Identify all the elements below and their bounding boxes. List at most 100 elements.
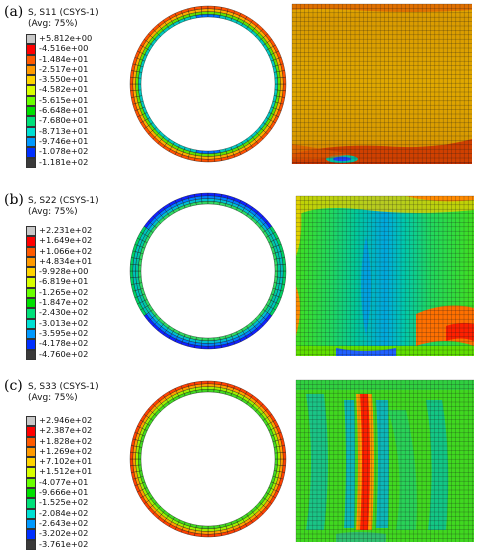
legend-swatch	[26, 349, 36, 360]
ring-element	[201, 389, 209, 393]
legend-swatch	[26, 116, 36, 127]
legend-swatch	[26, 416, 36, 427]
legend-value: -1.265e+02	[39, 286, 89, 297]
legend-value: -3.013e+02	[39, 317, 89, 328]
ring-element	[282, 83, 287, 91]
ring-element	[277, 270, 281, 278]
ring-element	[280, 452, 284, 460]
ring-element	[274, 270, 278, 278]
legend-swatch	[26, 446, 36, 458]
ring-element	[274, 77, 278, 85]
ring-element	[207, 383, 215, 387]
ring-element	[207, 531, 215, 535]
legend-value: -3.550e+01	[39, 74, 89, 85]
legend-value: +7.102e+01	[39, 456, 93, 467]
ring-element	[135, 77, 139, 85]
legend-avg: (Avg: 75%)	[28, 207, 78, 217]
ring-element	[207, 14, 215, 18]
ring-element	[138, 270, 142, 278]
legend-swatch	[26, 287, 36, 299]
legend-value: -2.430e+02	[39, 307, 89, 318]
legend-swatch	[26, 477, 36, 489]
ring-element	[201, 156, 209, 160]
ring-element	[207, 156, 215, 160]
ring-element	[207, 528, 215, 532]
legend-value: -2.084e+02	[39, 507, 89, 518]
legend-swatch	[26, 457, 36, 468]
legend-swatch	[26, 467, 36, 478]
ring-element	[132, 77, 136, 85]
ring-element	[280, 458, 284, 466]
legend-swatch	[26, 256, 36, 268]
legend-swatch	[26, 95, 36, 107]
legend-swatch	[26, 54, 36, 65]
ring-element	[201, 345, 209, 350]
ring-element	[277, 77, 281, 85]
mesh-grid	[295, 195, 474, 356]
ring-element	[207, 389, 215, 393]
ring-element	[207, 525, 215, 529]
ring-element	[201, 528, 209, 532]
legend-title: S, S22 (CSYS-1)	[28, 196, 99, 206]
pipe-wall-contour	[295, 195, 474, 356]
legend-value: -4.582e+01	[39, 84, 89, 95]
ring-element	[129, 458, 134, 466]
ring-element	[129, 264, 134, 272]
legend-value: -2.643e+02	[39, 517, 89, 528]
ring-element	[280, 270, 284, 278]
mesh-lines	[295, 195, 474, 356]
legend-swatch	[26, 426, 36, 437]
legend-value: +2.231e+02	[39, 225, 93, 235]
ring-element	[201, 153, 209, 157]
ring-element	[201, 380, 209, 385]
ring-element	[282, 452, 287, 460]
legend-swatch	[26, 298, 36, 309]
legend-swatch	[26, 34, 36, 45]
legend-value: -8.713e+01	[39, 125, 89, 136]
legend-value: -4.516e+00	[39, 43, 89, 54]
ring-element	[282, 264, 287, 272]
ring-element	[132, 452, 136, 460]
legend-value: +5.812e+00	[39, 33, 93, 43]
legend-value: -3.761e+02	[39, 538, 89, 549]
ring-element	[207, 340, 215, 344]
ring-mesh	[129, 5, 287, 163]
legend-value: -1.525e+02	[39, 497, 89, 508]
ring-element	[207, 345, 215, 350]
legend-swatch	[26, 328, 36, 340]
legend-value: -1.847e+02	[39, 297, 89, 308]
legend-value: -9.746e+01	[39, 135, 89, 146]
ring-element	[207, 11, 215, 15]
ring-element	[132, 83, 136, 91]
legend-value: -1.078e+02	[39, 146, 89, 157]
ring-element	[207, 201, 215, 205]
ring-element	[201, 525, 209, 529]
ring-element	[132, 458, 136, 466]
ring-element	[201, 192, 209, 197]
ring-element	[129, 452, 134, 460]
legend-swatch	[26, 64, 36, 76]
ring-mesh	[129, 192, 287, 350]
legend-swatch	[26, 518, 36, 530]
legend-swatch	[26, 498, 36, 509]
pipe-wall-contour	[291, 3, 472, 164]
ring-element	[282, 458, 287, 466]
legend-value: -9.666e+01	[39, 487, 89, 498]
ring-element	[207, 158, 215, 163]
ring-element	[138, 452, 142, 460]
ring-element	[277, 83, 281, 91]
legend-value: -1.484e+01	[39, 53, 89, 64]
legend-swatch	[26, 44, 36, 55]
legend-value: -9.928e+00	[39, 266, 89, 277]
ring-element	[201, 343, 209, 347]
ring-element	[282, 270, 287, 278]
ring-element	[274, 264, 278, 272]
mesh-grid	[291, 3, 472, 164]
legend-value: +1.269e+02	[39, 445, 93, 456]
ring-element	[280, 83, 284, 91]
ring-element	[135, 452, 139, 460]
ring-element	[207, 5, 215, 10]
legend-value: -3.202e+02	[39, 528, 89, 539]
legend-avg: (Avg: 75%)	[28, 393, 78, 403]
legend-value: -4.077e+01	[39, 476, 89, 487]
